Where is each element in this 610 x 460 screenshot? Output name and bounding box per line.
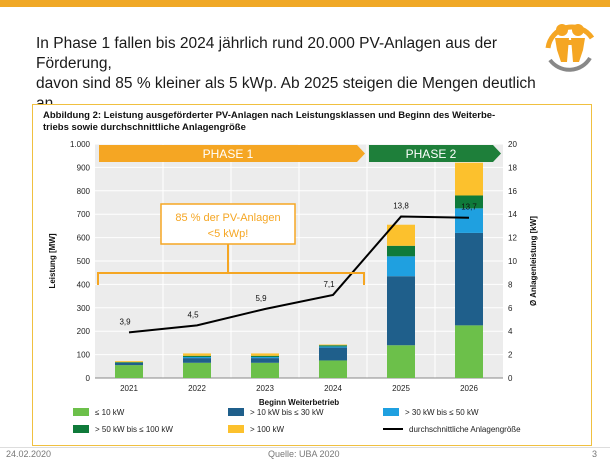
bar-segment xyxy=(455,232,483,326)
bar-segment xyxy=(183,353,211,356)
footer-divider xyxy=(0,447,610,448)
line-data-label: 7,1 xyxy=(323,280,335,289)
right-axis-tick-label: 20 xyxy=(508,140,517,149)
x-tick-label: 2021 xyxy=(120,384,138,393)
bar-segment xyxy=(251,356,279,359)
bar-segment xyxy=(319,345,347,347)
left-axis-tick-label: 800 xyxy=(77,187,91,196)
legend-label: > 50 kW bis ≤ 100 kW xyxy=(95,425,173,434)
bar-segment xyxy=(319,360,347,378)
line-data-label: 13,8 xyxy=(393,202,409,211)
right-axis-tick-label: 10 xyxy=(508,257,517,266)
phase-1-label: PHASE 1 xyxy=(203,147,254,161)
bar-segment xyxy=(387,245,415,257)
legend-swatch xyxy=(73,408,89,416)
x-tick-label: 2023 xyxy=(256,384,274,393)
chart-figure: Abbildung 2: Leistung ausgeförderter PV-… xyxy=(32,104,592,446)
annotation-line-2: <5 kWp! xyxy=(208,228,249,240)
right-axis-tick-label: 6 xyxy=(508,304,513,313)
right-axis-tick-label: 18 xyxy=(508,163,517,172)
left-axis-tick-label: 100 xyxy=(77,351,91,360)
power-chart: 0 100 200 300 400 500 600 700 800 900 1.000 0 2 4 6 8 10… xyxy=(48,140,538,434)
left-axis-tick-label: 300 xyxy=(77,304,91,313)
bar-segment xyxy=(183,355,211,357)
bar-segment xyxy=(251,358,279,363)
bar-segment xyxy=(455,162,483,196)
bar-segment xyxy=(455,195,483,209)
left-axis-tick-label: 900 xyxy=(77,163,91,172)
headline-line-1: In Phase 1 fallen bis 2024 jährlich rund… xyxy=(36,35,498,72)
legend-swatch xyxy=(73,425,89,433)
left-axis-tick-label: 600 xyxy=(77,234,91,243)
annotation-box xyxy=(160,203,296,245)
bar-segment xyxy=(319,346,347,348)
bar-segment xyxy=(455,325,483,378)
legend-swatch xyxy=(383,408,399,416)
figure-caption-line-1: Abbildung 2: Leistung ausgeförderter PV-… xyxy=(43,110,496,121)
average-size-line xyxy=(128,215,470,334)
bar-segment xyxy=(387,345,415,378)
bar-segment xyxy=(387,256,415,277)
left-axis-tick-label: 400 xyxy=(77,280,91,289)
bar-segment xyxy=(115,361,143,363)
bar-segment xyxy=(115,362,143,366)
bar-segment xyxy=(251,355,279,357)
right-axis-tick-label: 0 xyxy=(508,374,513,383)
line-data-label: 5,9 xyxy=(255,294,267,303)
bar-segment xyxy=(455,208,483,233)
phase-2-label: PHASE 2 xyxy=(406,147,457,161)
bar-segment xyxy=(387,224,415,246)
left-axis-tick-label: 1.000 xyxy=(70,140,91,149)
footer-date: 24.02.2020 xyxy=(6,449,52,459)
right-axis-tick-label: 2 xyxy=(508,351,513,360)
right-axis-tick-label: 4 xyxy=(508,327,513,336)
legend-label: ≤ 10 kW xyxy=(95,408,125,417)
x-tick-label: 2022 xyxy=(188,384,206,393)
x-tick-label: 2025 xyxy=(392,384,410,393)
bar-segment xyxy=(387,276,415,346)
bar-segment xyxy=(115,362,143,363)
phase-1-bracket xyxy=(97,272,365,285)
right-axis-tick-label: 14 xyxy=(508,210,517,219)
x-tick-label: 2026 xyxy=(460,384,478,393)
left-axis-tick-label: 500 xyxy=(77,257,91,266)
legend-swatch xyxy=(228,425,244,433)
x-tick-label: 2024 xyxy=(324,384,342,393)
figure-caption-line-2: triebs sowie durchschnittliche Anlagengr… xyxy=(43,122,246,133)
line-data-label: 4,5 xyxy=(187,310,199,319)
right-axis-label: Ø Anlagenleistung [kW] xyxy=(529,216,538,306)
left-axis-tick-label: 200 xyxy=(77,327,91,336)
line-data-label: 13,7 xyxy=(461,203,477,212)
phase-1-arrow xyxy=(99,145,365,162)
x-axis-title: Beginn Weiterbetrieb xyxy=(259,398,339,407)
legend-label: durchschnittliche Anlagengröße xyxy=(409,425,521,434)
accent-top-bar xyxy=(0,0,610,7)
line-data-label: 3,9 xyxy=(119,317,131,326)
slide-headline: In Phase 1 fallen bis 2024 jährlich rund… xyxy=(36,34,556,114)
right-axis-tick-label: 8 xyxy=(508,280,513,289)
right-axis-tick-label: 16 xyxy=(508,187,517,196)
right-axis-tick-label: 12 xyxy=(508,234,517,243)
legend-swatch xyxy=(228,408,244,416)
phase-2-arrow xyxy=(369,145,501,162)
legend-label: > 100 kW xyxy=(250,425,284,434)
bar-segment xyxy=(251,362,279,378)
left-axis-label: Leistung [MW] xyxy=(48,233,57,288)
footer-page-number: 3 xyxy=(592,449,598,459)
bar-segment xyxy=(183,356,211,359)
left-axis-tick-label: 700 xyxy=(77,210,91,219)
footer-source: Quelle: UBA 2020 xyxy=(268,449,340,459)
left-axis-tick-label: 0 xyxy=(86,374,91,383)
company-logo-icon xyxy=(545,24,595,72)
figure-caption: Abbildung 2: Leistung ausgeförderter PV-… xyxy=(43,110,563,134)
legend-label: > 30 kW bis ≤ 50 kW xyxy=(405,408,479,417)
bar-segment xyxy=(319,344,347,346)
bar-segment xyxy=(183,362,211,378)
bar-segment xyxy=(115,365,143,378)
legend-label: > 10 kW bis ≤ 30 kW xyxy=(250,408,324,417)
bar-segment xyxy=(183,358,211,363)
bar-segment xyxy=(319,347,347,361)
bar-segment xyxy=(251,353,279,356)
annotation-line-1: 85 % der PV-Anlagen xyxy=(175,212,280,224)
